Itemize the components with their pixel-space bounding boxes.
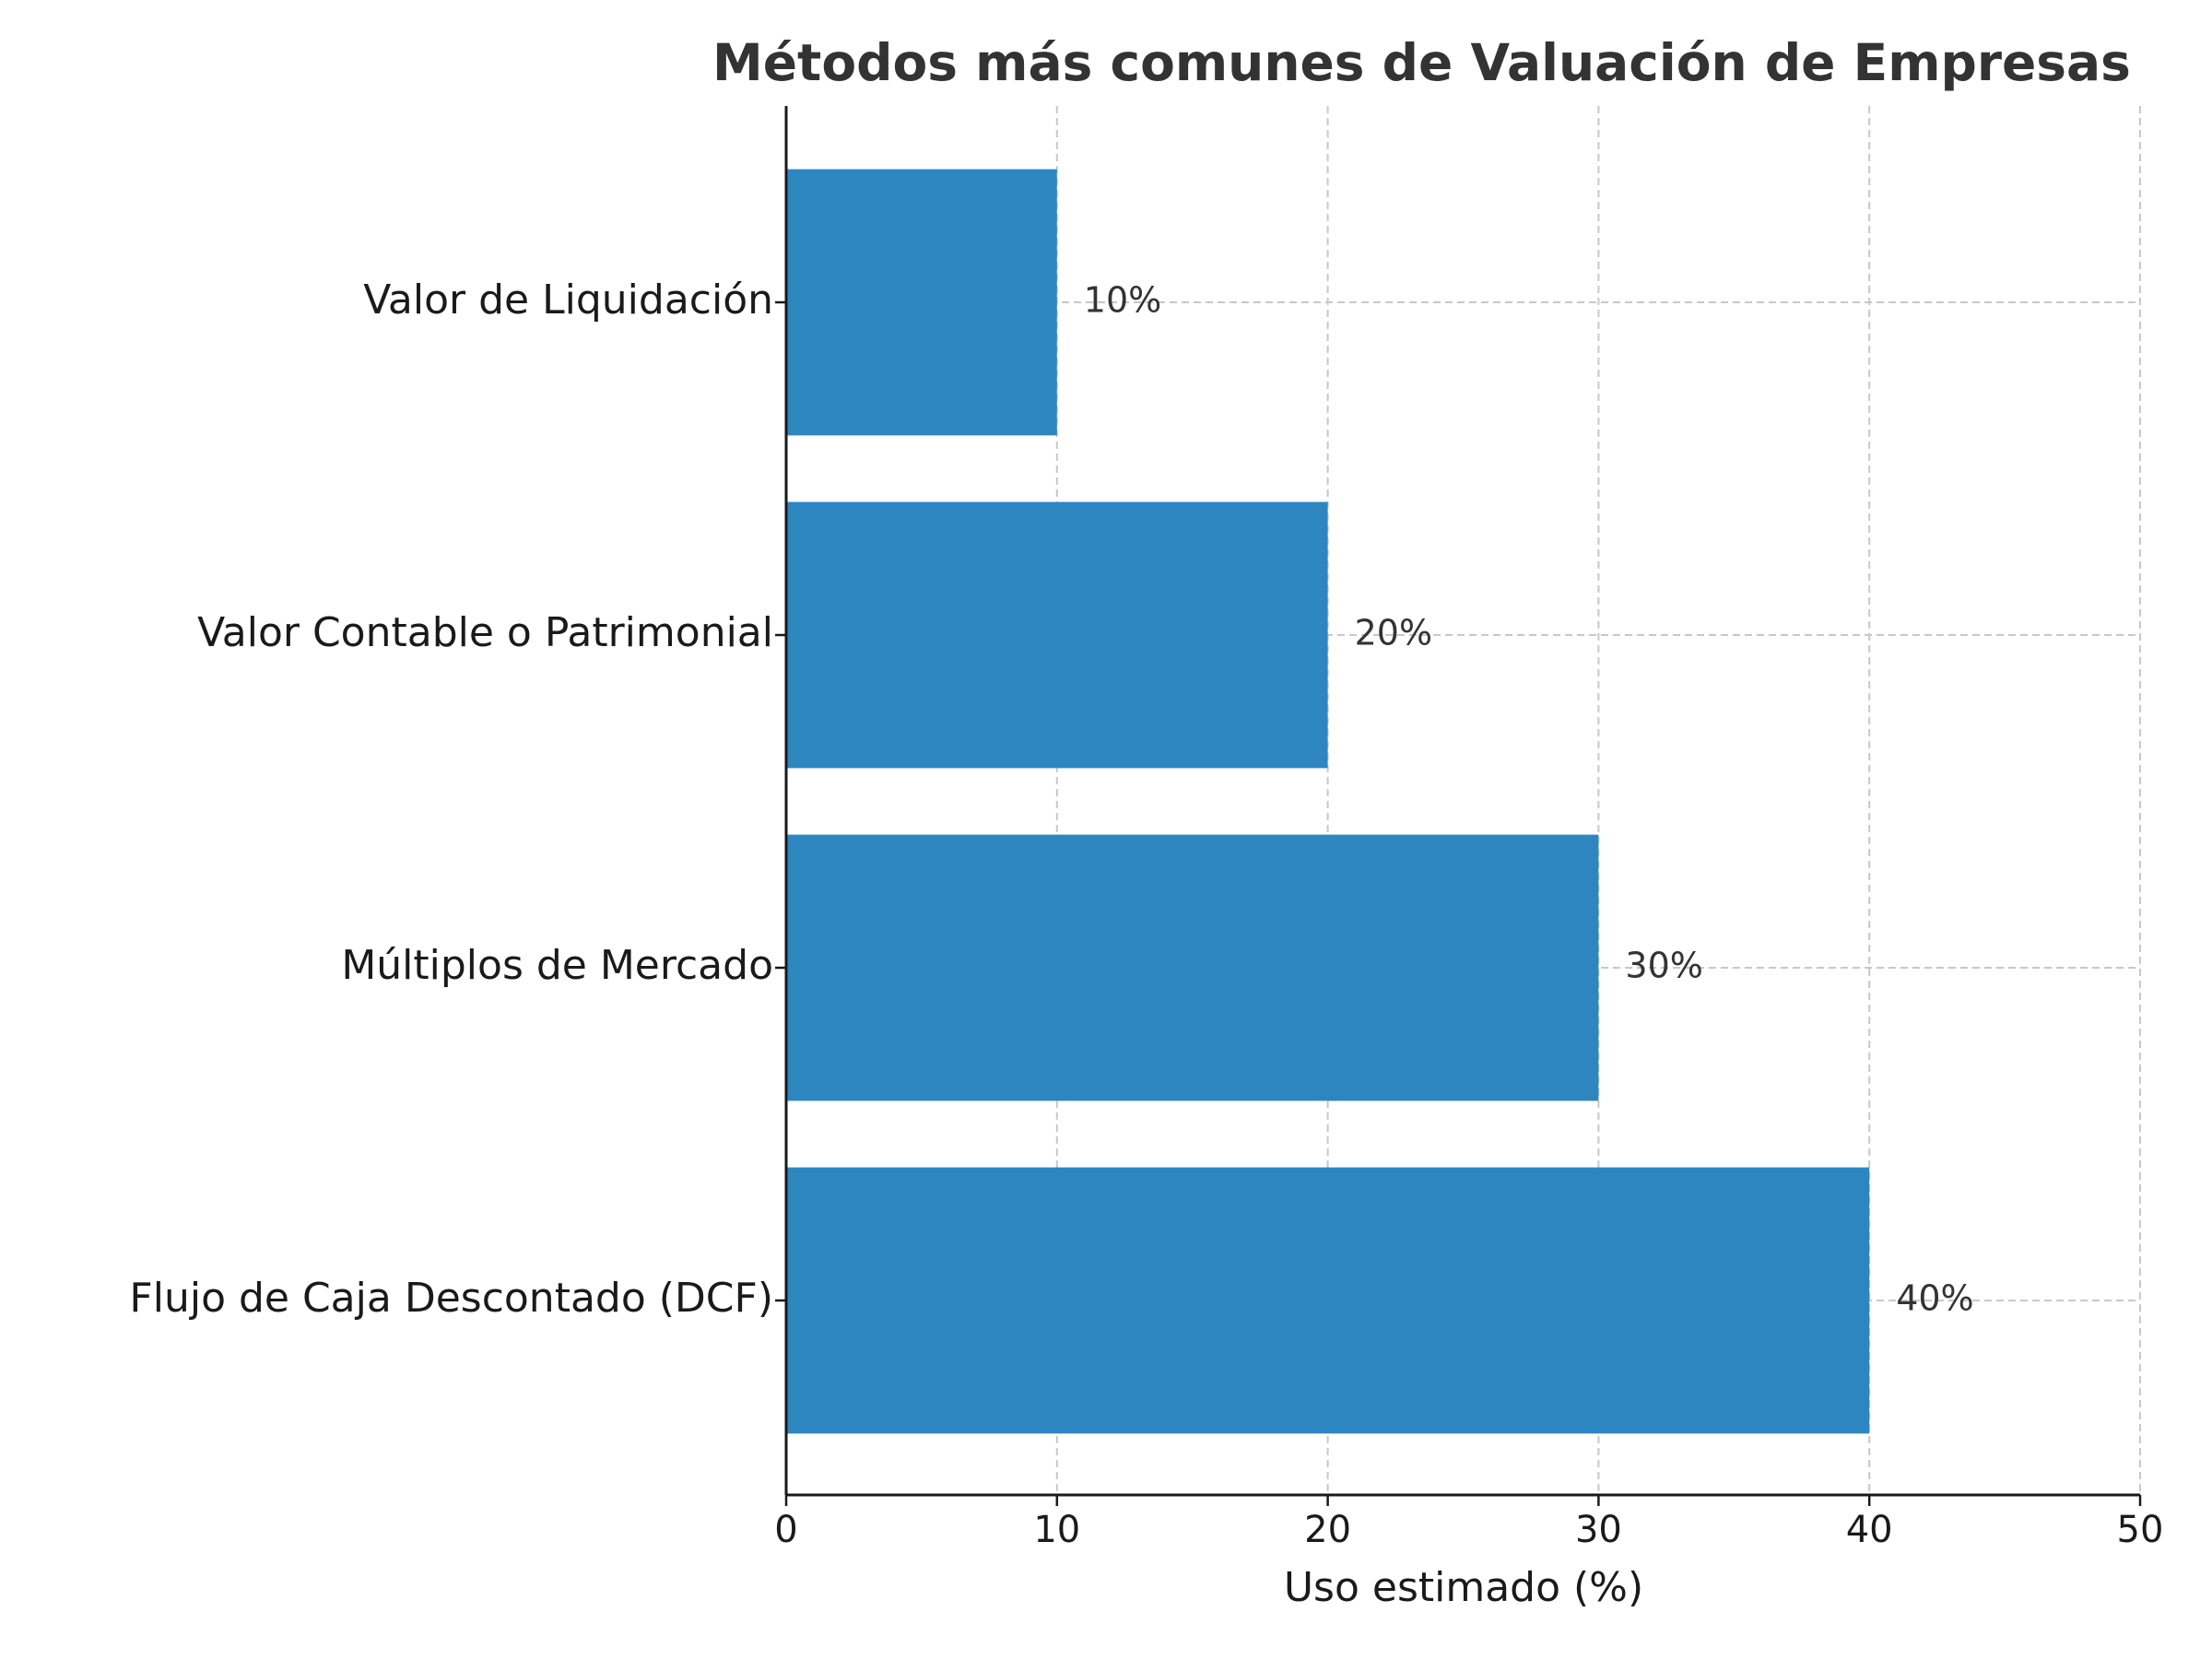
chart-title: Métodos más comunes de Valuación de Empr… <box>712 33 2131 92</box>
x-tick-label: 10 <box>1033 1509 1080 1551</box>
x-tick-label: 0 <box>774 1509 797 1551</box>
bar <box>786 834 1599 1101</box>
x-tick-label: 50 <box>2117 1509 2164 1551</box>
value-label: 30% <box>1625 946 1702 986</box>
value-label: 10% <box>1084 280 1161 321</box>
y-tick-label: Valor Contable o Patrimonial <box>197 609 773 656</box>
bar <box>786 169 1057 436</box>
x-tick-label: 20 <box>1304 1509 1351 1551</box>
x-tick-label: 40 <box>1846 1509 1893 1551</box>
x-axis-label: Uso estimado (%) <box>1284 1564 1643 1611</box>
y-tick-label: Valor de Liquidación <box>363 276 773 324</box>
y-tick-label: Múltiplos de Mercado <box>341 942 773 989</box>
bar <box>786 501 1328 769</box>
bar <box>786 1167 1870 1434</box>
value-label: 40% <box>1896 1278 1973 1319</box>
x-tick-label: 30 <box>1575 1509 1622 1551</box>
value-label: 20% <box>1355 613 1432 653</box>
y-tick-label: Flujo de Caja Descontado (DCF) <box>129 1275 773 1322</box>
